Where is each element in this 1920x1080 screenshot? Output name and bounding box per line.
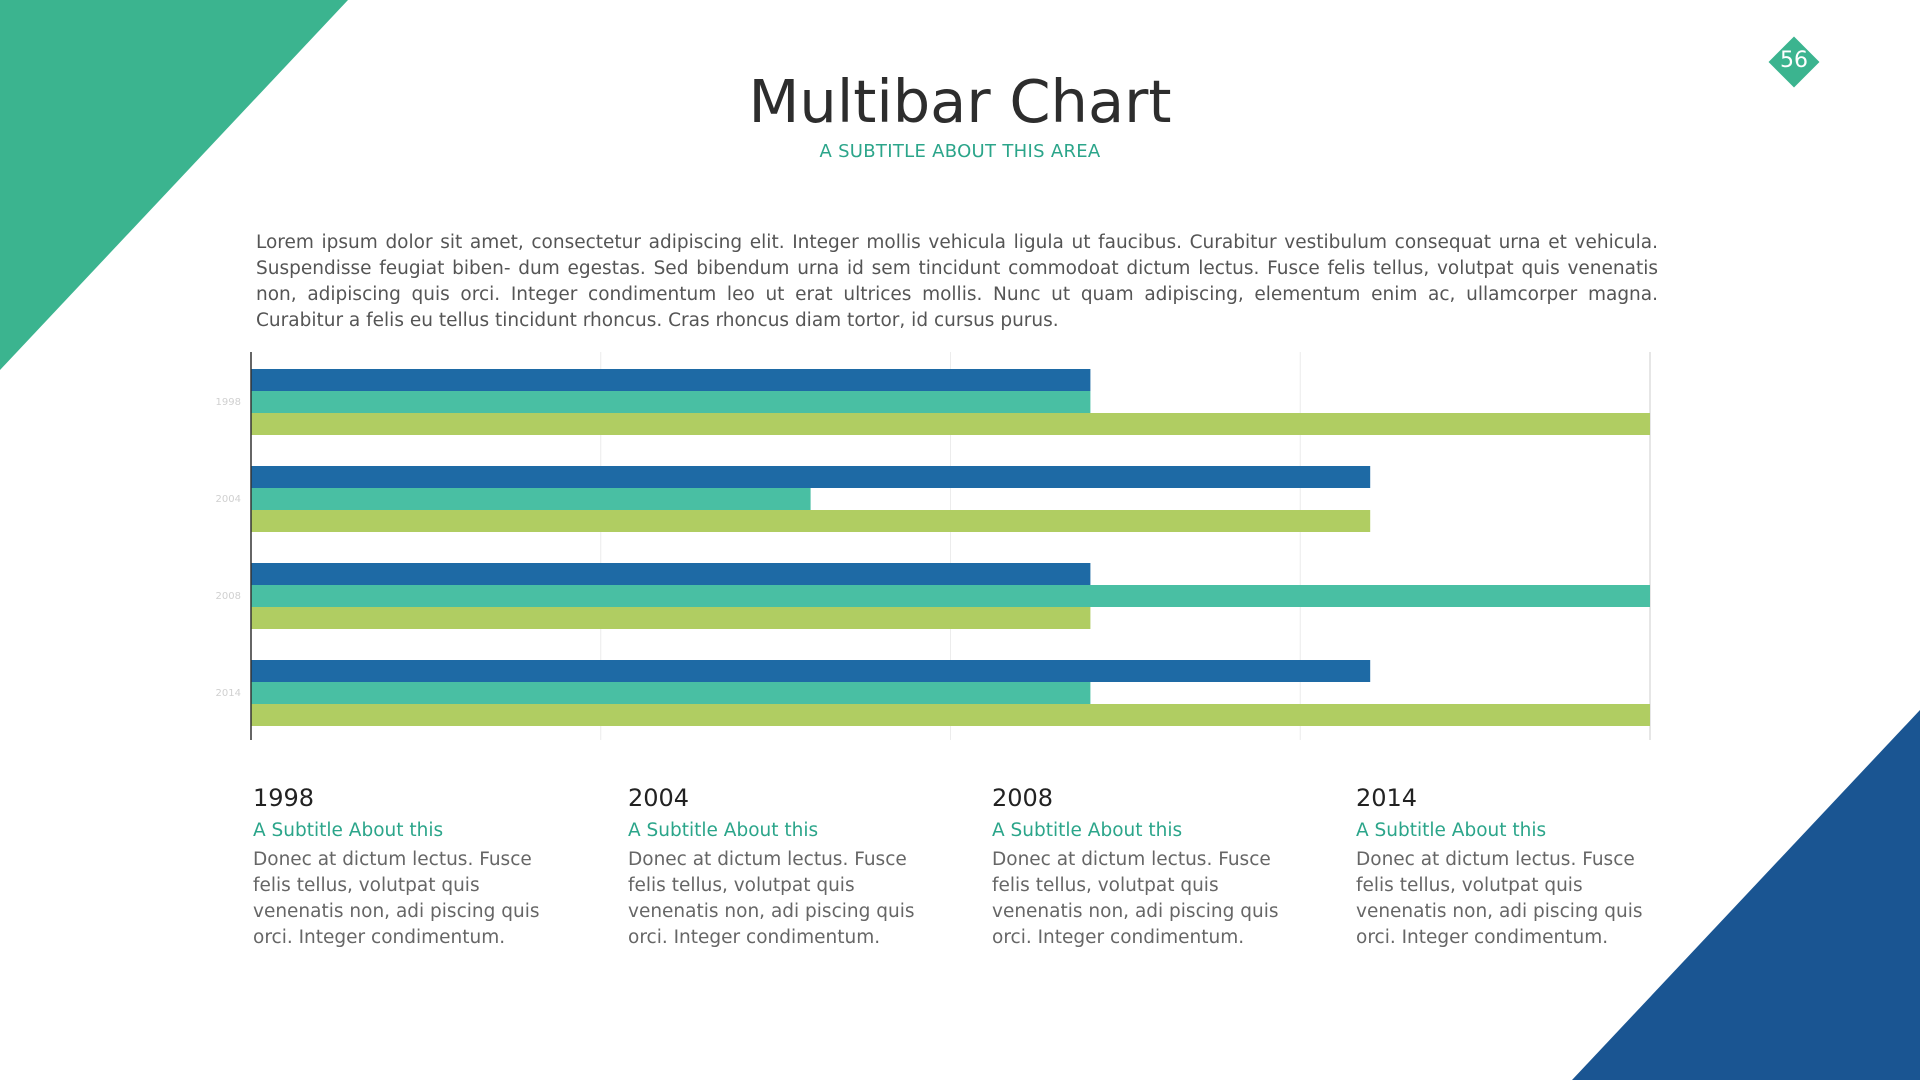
bar-1998-series-1 — [251, 369, 1091, 391]
category-tick-label: 1998 — [216, 397, 241, 408]
bar-2008-series-3 — [251, 607, 1091, 629]
page-subtitle: A SUBTITLE ABOUT THIS AREA — [819, 141, 1101, 162]
info-column-2004: 2004 A Subtitle About this Donec at dict… — [628, 782, 948, 951]
column-text: Donec at dictum lectus. Fusce felis tell… — [628, 849, 915, 948]
bar-2004-series-1 — [251, 466, 1371, 488]
bar-2008-series-2 — [251, 585, 1650, 607]
category-tick-label: 2004 — [216, 494, 241, 505]
bar-2014-series-3 — [251, 704, 1650, 726]
column-year: 1998 — [253, 784, 315, 812]
column-subtitle: A Subtitle About this — [628, 820, 819, 841]
page-title: Multibar Chart — [748, 67, 1172, 136]
column-year: 2004 — [628, 784, 690, 812]
column-subtitle: A Subtitle About this — [1356, 820, 1547, 841]
column-text: Donec at dictum lectus. Fusce felis tell… — [1356, 849, 1643, 948]
bar-2004-series-2 — [251, 488, 811, 510]
top-left-triangle — [0, 0, 348, 370]
column-text: Donec at dictum lectus. Fusce felis tell… — [253, 849, 540, 948]
column-year: 2014 — [1356, 784, 1418, 812]
column-year: 2008 — [992, 784, 1054, 812]
bar-2014-series-2 — [251, 682, 1091, 704]
info-column-1998: 1998 A Subtitle About this Donec at dict… — [253, 782, 573, 951]
bar-1998-series-2 — [251, 391, 1091, 413]
bottom-right-triangle — [1572, 710, 1920, 1080]
intro-paragraph: Lorem ipsum dolor sit amet, consectetur … — [256, 232, 1658, 331]
category-tick-label: 2008 — [216, 591, 241, 602]
column-subtitle: A Subtitle About this — [992, 820, 1183, 841]
bar-2014-series-1 — [251, 660, 1371, 682]
bar-1998-series-3 — [251, 413, 1650, 435]
column-text: Donec at dictum lectus. Fusce felis tell… — [992, 849, 1279, 948]
bar-2004-series-3 — [251, 510, 1371, 532]
page-number: 56 — [1780, 48, 1808, 73]
page-number-badge: 56 — [1768, 36, 1820, 88]
bar-2008-series-1 — [251, 563, 1091, 585]
category-tick-label: 2014 — [216, 688, 241, 699]
info-column-2014: 2014 A Subtitle About this Donec at dict… — [1356, 782, 1676, 951]
info-column-2008: 2008 A Subtitle About this Donec at dict… — [992, 782, 1312, 951]
column-subtitle: A Subtitle About this — [253, 820, 444, 841]
